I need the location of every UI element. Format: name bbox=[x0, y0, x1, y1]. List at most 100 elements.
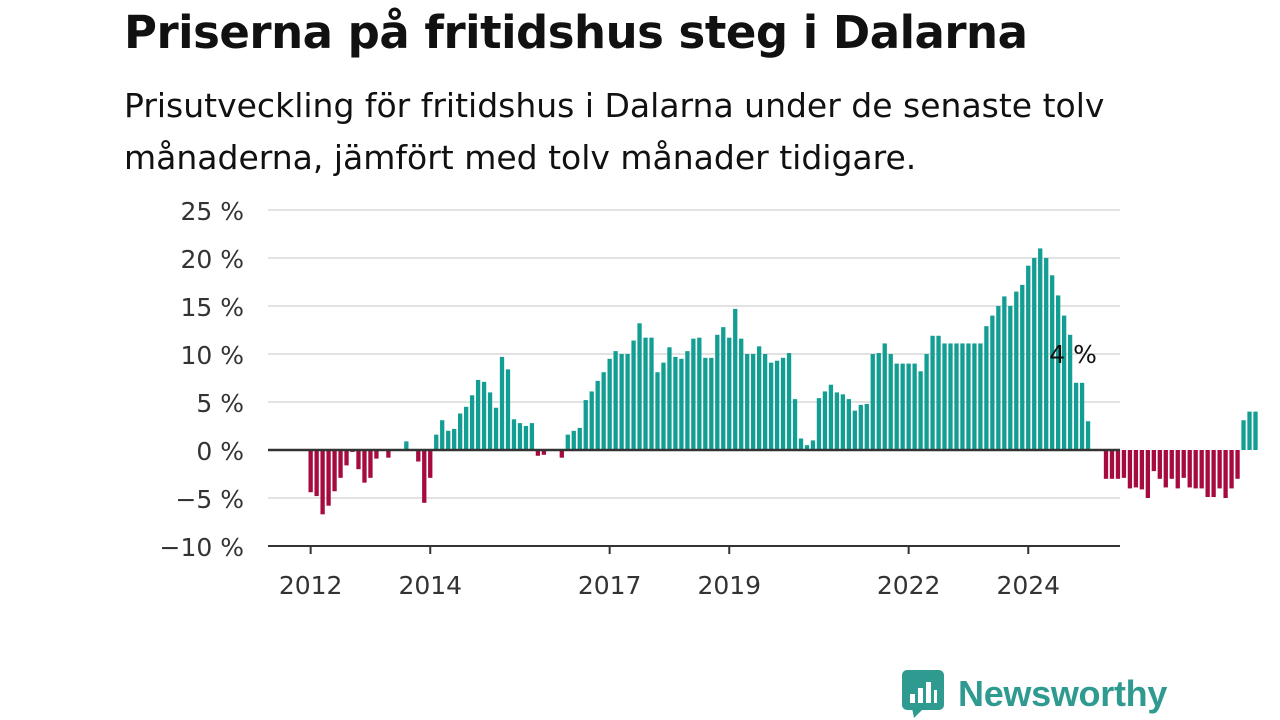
bar bbox=[1241, 420, 1246, 450]
bar bbox=[422, 450, 427, 503]
bar bbox=[1145, 450, 1150, 498]
bar bbox=[864, 403, 869, 450]
bar bbox=[1061, 315, 1067, 450]
bar bbox=[505, 369, 511, 450]
bar bbox=[1127, 450, 1133, 489]
bar bbox=[493, 407, 499, 450]
bar bbox=[571, 430, 576, 450]
bar bbox=[469, 395, 475, 450]
bar bbox=[996, 306, 1001, 450]
chart-title: Priserna på fritidshus steg i Dalarna bbox=[124, 6, 1028, 59]
bar bbox=[1217, 450, 1222, 489]
x-tick-label: 2017 bbox=[578, 571, 642, 600]
bar bbox=[1247, 411, 1252, 450]
bar bbox=[1038, 248, 1043, 450]
bar bbox=[1133, 450, 1139, 488]
bar bbox=[978, 343, 983, 450]
bar bbox=[529, 423, 535, 450]
bar bbox=[1014, 291, 1019, 450]
bar bbox=[428, 450, 433, 478]
bar bbox=[1026, 265, 1031, 450]
bar bbox=[523, 426, 529, 450]
bar bbox=[840, 394, 846, 450]
chart-subtitle: Prisutveckling för fritidshus i Dalarna … bbox=[124, 86, 1105, 177]
bar bbox=[1205, 450, 1210, 498]
bar bbox=[739, 338, 744, 450]
bar bbox=[332, 450, 337, 492]
bar bbox=[326, 450, 331, 506]
bar bbox=[452, 428, 457, 450]
bar bbox=[535, 450, 541, 456]
bar bbox=[1085, 421, 1091, 450]
newsworthy-logo-text: Newsworthy bbox=[958, 673, 1168, 714]
y-tick-label: 10 % bbox=[180, 341, 244, 370]
bar bbox=[685, 351, 690, 450]
bar bbox=[1229, 450, 1234, 489]
bar bbox=[673, 356, 678, 450]
bar bbox=[511, 419, 517, 450]
bar bbox=[517, 423, 523, 450]
bar bbox=[894, 363, 899, 450]
bar bbox=[601, 372, 606, 450]
bar bbox=[751, 354, 756, 450]
y-tick-label: −5 % bbox=[175, 485, 244, 514]
bar bbox=[715, 334, 720, 450]
bar bbox=[368, 450, 373, 478]
x-tick-label: 2022 bbox=[877, 571, 941, 600]
x-tick-label: 2012 bbox=[279, 571, 343, 600]
bar bbox=[733, 308, 738, 450]
bar bbox=[1235, 450, 1240, 479]
bar bbox=[924, 354, 929, 450]
bar bbox=[721, 327, 726, 450]
bar bbox=[792, 399, 798, 450]
bar bbox=[589, 391, 594, 450]
bar bbox=[816, 398, 822, 450]
bar bbox=[966, 343, 971, 450]
bar bbox=[834, 392, 840, 450]
x-tick-label: 2019 bbox=[697, 571, 761, 600]
bar bbox=[960, 343, 965, 450]
bar bbox=[709, 357, 714, 450]
bar bbox=[876, 353, 881, 450]
bar bbox=[1115, 450, 1121, 479]
bar bbox=[786, 353, 792, 450]
bar bbox=[798, 438, 804, 450]
bar bbox=[1163, 450, 1168, 488]
bar bbox=[643, 337, 648, 450]
bar bbox=[577, 427, 582, 450]
bar bbox=[499, 356, 505, 450]
bar bbox=[691, 338, 696, 450]
bar bbox=[440, 420, 445, 450]
bar bbox=[619, 354, 624, 450]
bar bbox=[583, 400, 588, 450]
bar bbox=[374, 450, 379, 459]
bar bbox=[948, 343, 953, 450]
bar bbox=[703, 357, 708, 450]
bar bbox=[595, 380, 600, 450]
bar bbox=[404, 441, 409, 450]
bar bbox=[1056, 295, 1061, 450]
bar bbox=[768, 362, 774, 450]
y-tick-label: 15 % bbox=[180, 293, 244, 322]
bar bbox=[954, 343, 959, 450]
y-tick-label: 20 % bbox=[180, 245, 244, 274]
bar bbox=[667, 347, 672, 450]
bar bbox=[936, 335, 941, 450]
bar bbox=[1181, 450, 1186, 478]
bar bbox=[918, 371, 923, 450]
bar bbox=[1050, 275, 1055, 450]
bar bbox=[481, 381, 487, 450]
bar bbox=[870, 354, 875, 450]
bar bbox=[804, 445, 810, 450]
bar bbox=[631, 340, 636, 450]
bar bbox=[1067, 334, 1073, 450]
bar bbox=[434, 434, 439, 450]
bar bbox=[386, 450, 391, 458]
bar bbox=[1103, 450, 1109, 479]
bar bbox=[446, 430, 451, 450]
bar bbox=[416, 450, 421, 462]
bar bbox=[906, 363, 911, 450]
bar bbox=[1079, 382, 1085, 450]
bar bbox=[727, 337, 732, 450]
